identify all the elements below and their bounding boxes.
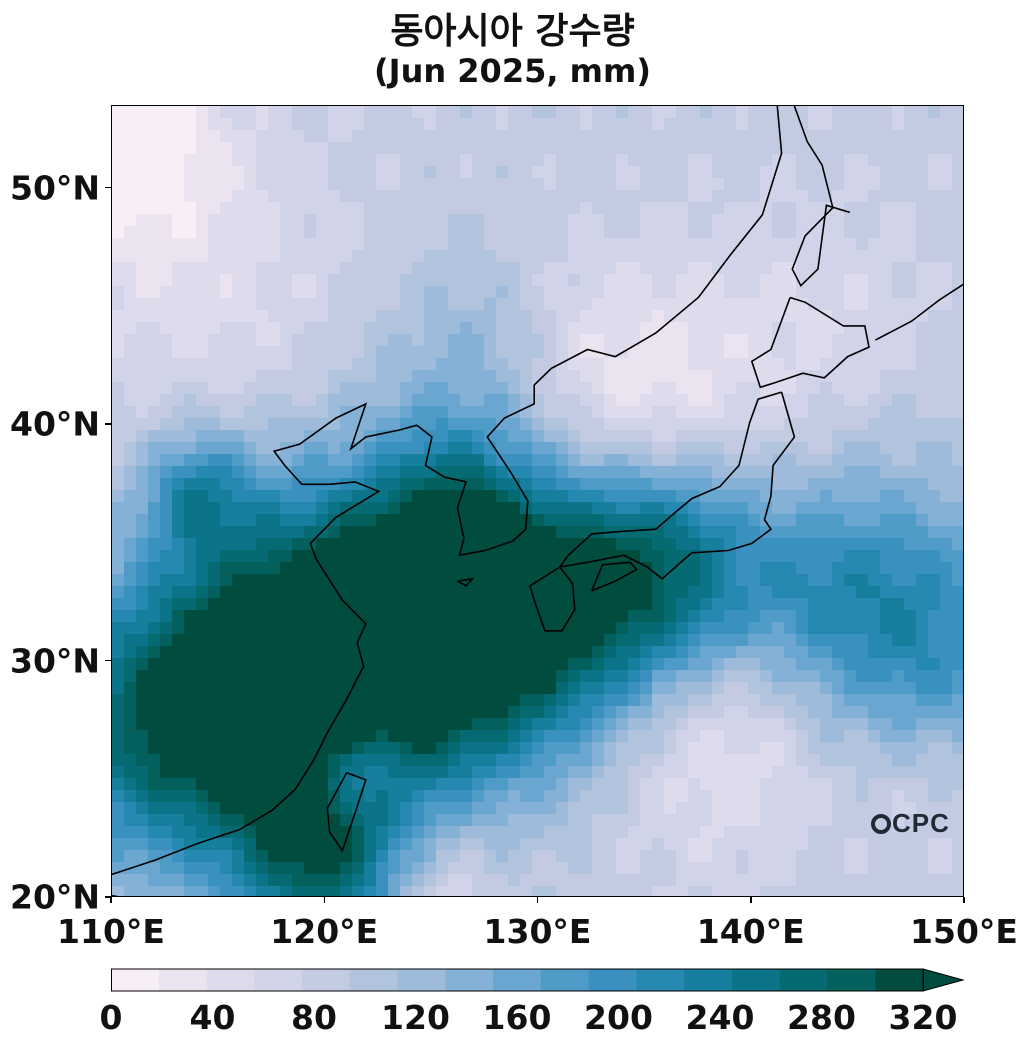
colorbar-segment [397,969,446,991]
precipitation-field [112,106,963,896]
lon-label: 110°E [57,912,165,951]
colorbar-label: 240 [685,998,755,1037]
lat-tick [105,186,111,189]
coastline-taiwan [326,771,367,853]
coastline-kyushu [529,566,576,632]
colorbar-segment [875,969,924,991]
cpc-logo: CPC [871,808,950,839]
coastline-shikoku [591,561,638,592]
coastline-kurils [875,283,963,341]
colorbar-segment [684,969,733,991]
coastline-honshu [557,391,796,580]
lon-tick [750,897,752,903]
lat-tick [105,896,111,898]
map-panel: CPC [111,105,964,897]
map-title: 동아시아 강수량 [390,11,635,52]
lon-tick [323,897,325,903]
colorbar-segment [540,969,590,991]
lon-label: 130°E [483,912,592,951]
colorbar-segment [779,969,828,991]
colorbar-segment [827,969,876,991]
precipitation-map [112,106,963,896]
coastlines [112,106,963,896]
coastline-hokkaido [750,296,870,389]
colorbar-label: 160 [482,998,552,1037]
colorbar-segment [588,969,637,991]
colorbar-segment [636,969,685,991]
colorbar-segment [158,969,208,991]
colorbar [111,968,965,992]
lon-label: 120°E [270,912,379,951]
lat-label: 40°N [10,404,101,444]
coastline-china-coast [112,402,418,876]
lon-tick [963,897,965,903]
colorbar-segment [731,969,781,991]
lat-tick [105,423,111,425]
lon-tick [536,897,539,903]
colorbar-segment [493,969,542,991]
colorbar-segment [206,969,255,991]
colorbar-segment [111,969,160,991]
cpc-logo-text: CPC [892,808,950,838]
coastline-sakhalin [791,106,851,288]
colorbar-segment [254,969,303,991]
lon-label: 140°E [696,912,805,951]
coastline-jeju [457,577,475,587]
lat-label: 30°N [10,641,101,681]
lon-tick [110,897,112,903]
map-subtitle: (Jun 2025, mm) [374,52,651,90]
lat-tick [105,659,111,662]
colorbar-outline [111,968,924,992]
colorbar-label: 120 [381,998,450,1037]
colorbar-label: 0 [99,998,123,1037]
coastline-korea [416,106,783,557]
colorbar-label: 40 [189,998,236,1037]
cpc-logo-icon [871,814,891,834]
colorbar-label: 280 [787,998,856,1037]
lat-label: 20°N [10,877,101,917]
colorbar-segment [349,969,399,991]
colorbar-label: 200 [584,998,653,1037]
lat-label: 50°N [10,168,101,208]
colorbar-segment [445,969,494,991]
colorbar-segment [302,969,351,991]
colorbar-label: 320 [888,998,958,1037]
colorbar-extend-arrow [922,968,965,992]
lon-label: 150°E [910,912,1018,951]
colorbar-label: 80 [291,998,337,1037]
